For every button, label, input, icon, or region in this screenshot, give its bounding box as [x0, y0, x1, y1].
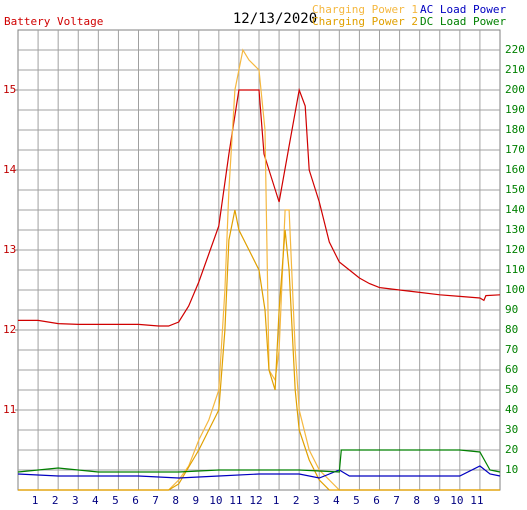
series-line	[17, 449, 501, 473]
x-tick-label: 12	[249, 494, 262, 507]
x-tick-label: 10	[209, 494, 222, 507]
y2-tick-label: 90	[505, 303, 518, 316]
y-tick-label: 11	[3, 403, 16, 416]
x-tick-label: 4	[333, 494, 340, 507]
y2-tick-label: 100	[505, 283, 525, 296]
legend-label: Charging Power 2	[312, 15, 418, 28]
y2-tick-label: 80	[505, 323, 518, 336]
x-tick-label: 6	[373, 494, 380, 507]
chart-title: 12/13/2020	[233, 11, 317, 27]
y2-tick-label: 150	[505, 183, 525, 196]
series-line	[18, 209, 500, 491]
y2-tick-label: 120	[505, 243, 525, 256]
y2-tick-label: 190	[505, 103, 525, 116]
y-tick-label: 15	[3, 83, 16, 96]
x-tick-label: 3	[313, 494, 320, 507]
y-tick-label: 14	[3, 163, 17, 176]
legend-label: DC Load Power	[420, 15, 506, 28]
y2-tick-label: 40	[505, 403, 518, 416]
legend-label: Charging Power 1	[312, 3, 418, 16]
x-tick-label: 8	[172, 494, 179, 507]
y2-tick-label: 30	[505, 423, 518, 436]
x-tick-label: 1	[273, 494, 280, 507]
x-tick-label: 8	[413, 494, 420, 507]
x-tick-label: 4	[92, 494, 99, 507]
y-tick-label: 12	[3, 323, 16, 336]
legend-label: Battery Voltage	[4, 15, 103, 28]
x-tick-label: 5	[112, 494, 119, 507]
y2-tick-label: 180	[505, 123, 525, 136]
x-tick-label: 6	[132, 494, 139, 507]
y2-tick-label: 60	[505, 363, 518, 376]
series-line	[18, 87, 501, 327]
y2-tick-label: 170	[505, 143, 525, 156]
y2-tick-label: 10	[505, 463, 518, 476]
x-tick-label: 10	[450, 494, 463, 507]
x-tick-label: 11	[229, 494, 242, 507]
y2-tick-label: 210	[505, 63, 525, 76]
x-tick-label: 9	[433, 494, 440, 507]
y2-tick-label: 110	[505, 263, 525, 276]
x-tick-label: 7	[393, 494, 400, 507]
legend-label: AC Load Power	[420, 3, 506, 16]
y2-tick-label: 50	[505, 383, 518, 396]
x-tick-label: 11	[470, 494, 483, 507]
y2-tick-label: 130	[505, 223, 525, 236]
x-tick-label: 5	[353, 494, 360, 507]
y2-tick-label: 160	[505, 163, 525, 176]
x-tick-label: 3	[72, 494, 79, 507]
x-tick-label: 7	[152, 494, 159, 507]
x-tick-label: 9	[192, 494, 199, 507]
y2-tick-label: 140	[505, 203, 525, 216]
y2-tick-label: 200	[505, 83, 525, 96]
y2-tick-label: 20	[505, 443, 518, 456]
series-line	[18, 48, 500, 491]
x-tick-label: 2	[293, 494, 300, 507]
series-line	[17, 465, 501, 479]
y2-tick-label: 220	[505, 43, 525, 56]
y-tick-label: 13	[3, 243, 16, 256]
x-tick-label: 1	[32, 494, 39, 507]
y2-tick-label: 70	[505, 343, 518, 356]
x-tick-label: 2	[52, 494, 59, 507]
